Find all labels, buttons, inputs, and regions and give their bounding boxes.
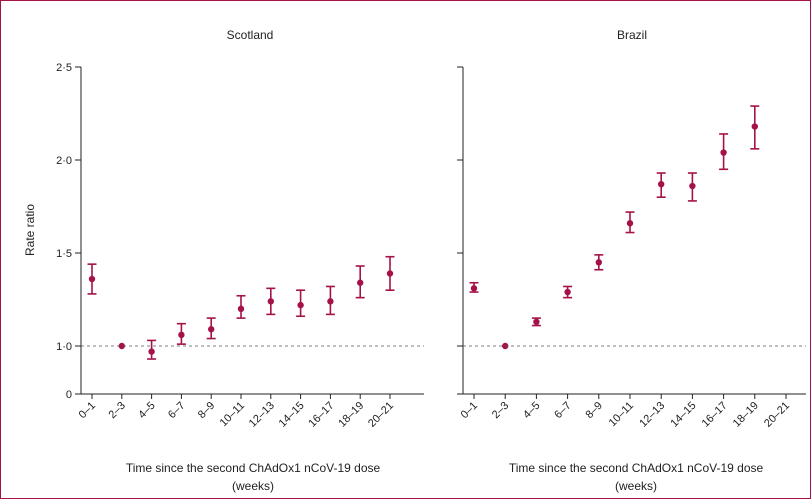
y-tick-label-scotland: 2·5	[56, 62, 72, 74]
data-point-brazil	[689, 182, 696, 190]
data-point-scotland	[148, 348, 155, 355]
data-point-brazil	[720, 149, 727, 156]
y-tick-label-scotland: 1·0	[56, 341, 72, 353]
data-point-scotland	[208, 326, 215, 333]
y-ticks-scotland: 0 1·0 1·5 2·0 2·5	[56, 62, 81, 401]
data-point-brazil	[595, 259, 602, 266]
data-point-brazil	[533, 318, 540, 326]
data-marks-brazil	[469, 105, 760, 350]
data-point-brazil	[751, 123, 758, 130]
data-point-scotland	[297, 301, 304, 309]
y-tick-label-scotland: 0	[66, 389, 72, 401]
data-marks-scotland	[87, 255, 395, 360]
data-point-brazil	[658, 180, 665, 188]
x-axis-unit-scotland: (weeks)	[232, 479, 274, 493]
data-point-scotland	[357, 279, 364, 286]
data-point-brazil	[564, 288, 571, 296]
x-axis-unit-brazil: (weeks)	[615, 479, 657, 493]
data-point-scotland	[327, 298, 334, 305]
data-point-scotland	[88, 275, 96, 283]
data-point-scotland	[267, 298, 274, 305]
x-axis-label-scotland: Time since the second ChAdOx1 nCoV-19 do…	[126, 461, 381, 475]
y-axis-label: Rate ratio	[23, 204, 37, 256]
data-point-scotland	[237, 305, 245, 312]
data-point-brazil	[470, 285, 478, 292]
data-point-scotland	[386, 270, 394, 277]
data-point-scotland	[178, 331, 185, 339]
panel-title-brazil: Brazil	[617, 28, 647, 42]
y-ticks-brazil	[457, 66, 463, 395]
data-point-scotland	[118, 342, 126, 350]
y-tick-label-scotland: 2·0	[56, 155, 72, 167]
data-point-brazil	[626, 220, 634, 227]
panel-title-scotland: Scotland	[227, 28, 274, 42]
y-tick-label-scotland: 1·5	[56, 248, 72, 260]
x-axis-label-brazil: Time since the second ChAdOx1 nCoV-19 do…	[509, 461, 764, 475]
